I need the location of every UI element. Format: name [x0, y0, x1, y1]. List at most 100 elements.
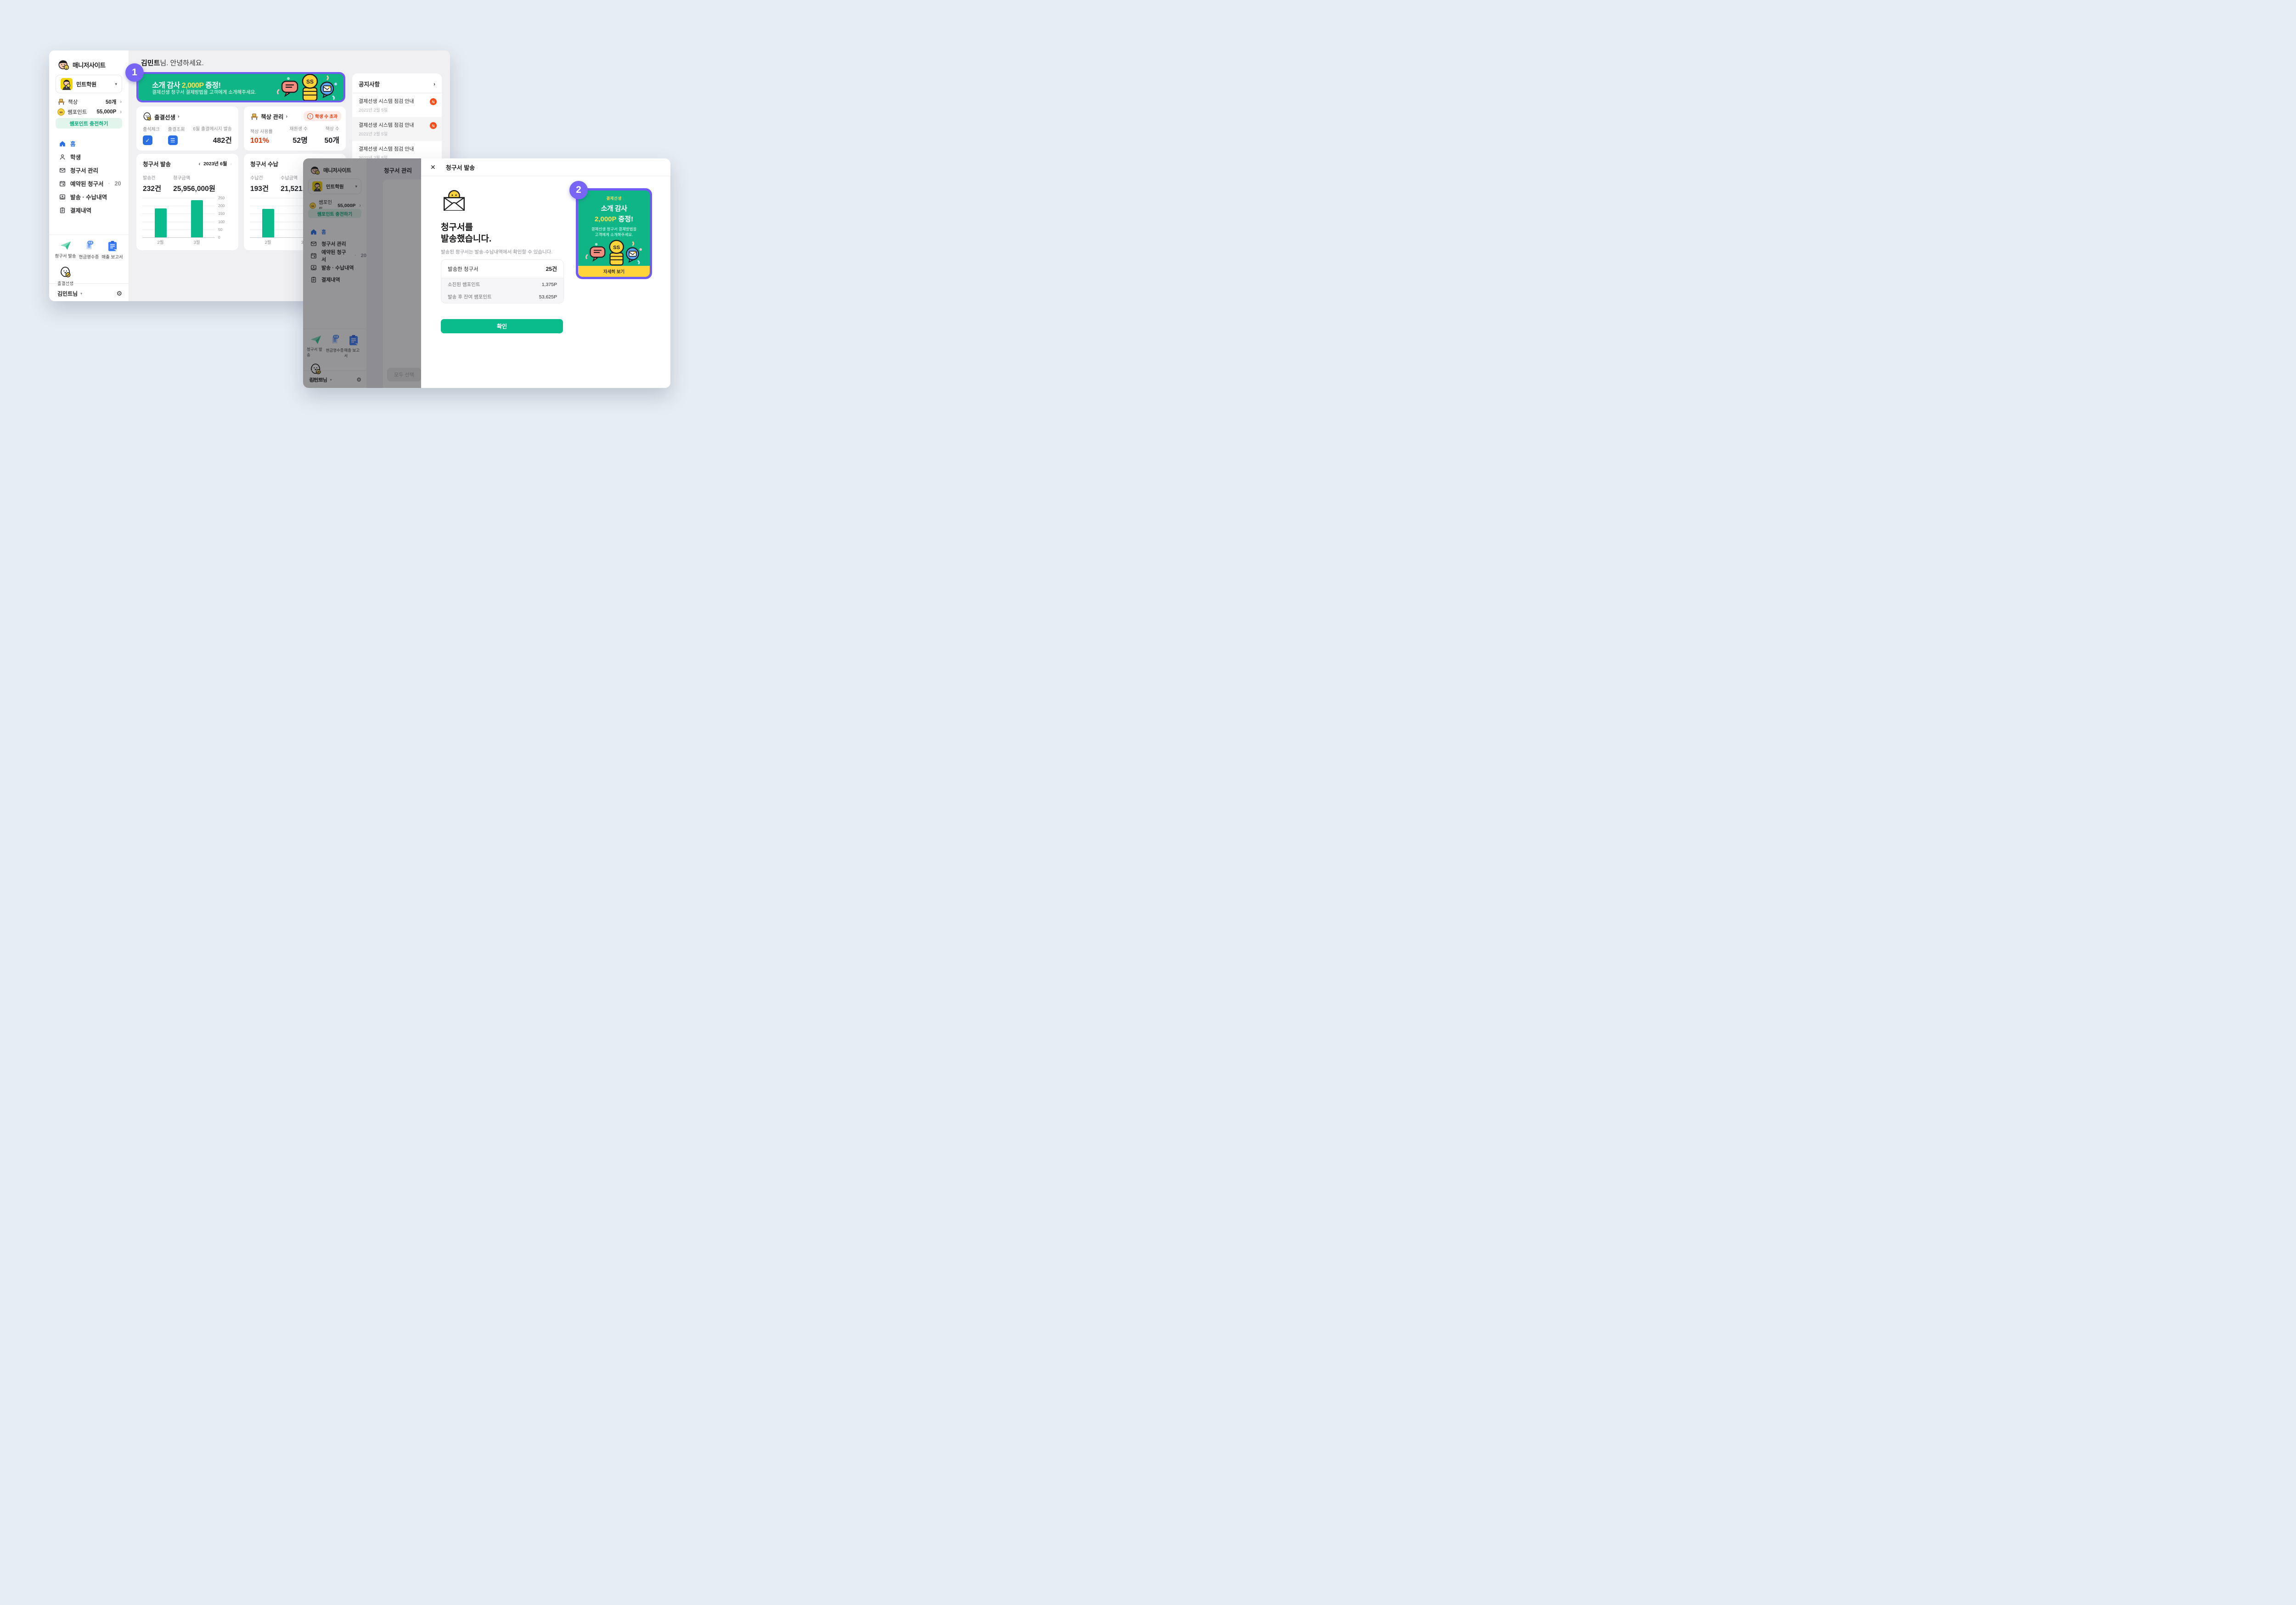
sidebar-item-count: 20	[360, 253, 366, 258]
sidebar-item-scheduled-invoices[interactable]: 예약된 청구서 · 20	[49, 177, 129, 190]
sidebar-item-scheduled-invoices[interactable]: 예약된 청구서 · 20	[303, 250, 366, 263]
bar-2월	[262, 209, 274, 237]
summary-label: 발송 후 잔여 쌤포인트	[448, 294, 492, 300]
sidebar-item-invoice-management[interactable]: 청구서 관리	[303, 238, 366, 250]
stat-value: 55,000P	[96, 109, 117, 115]
academy-select[interactable]: 민트학원 ▾	[308, 179, 361, 194]
referral-banner[interactable]: 소개 감사 2,000P 증정! 결제선생 청구서 결제방법을 고객에게 소개해…	[125, 63, 345, 102]
academy-avatar	[312, 181, 322, 191]
mail-icon	[310, 241, 317, 247]
sidebar-item-label: 학생	[70, 154, 81, 161]
academy-select[interactable]: 민트학원 ▾	[56, 75, 122, 93]
notice-header[interactable]: 공지사항 ›	[359, 80, 435, 88]
attendance-lookup-col[interactable]: 출결조회 ☰	[168, 125, 185, 145]
shortcut-sales-report[interactable]: 매출 보고서	[344, 335, 363, 359]
send-invoice-icon	[60, 241, 71, 251]
period-selector: ‹ 2023년 6월 ›	[199, 160, 232, 167]
sidebar-item-payment-history[interactable]: 결제내역	[49, 203, 129, 217]
tray-icon	[59, 194, 66, 200]
x-tick-label: 2월	[157, 240, 164, 245]
svg-text:무료: 무료	[334, 335, 338, 338]
shortcut-cash-receipt[interactable]: ₩ 무료 현금영수증	[77, 241, 101, 260]
shortcut-cash-receipt[interactable]: ₩ 무료 현금영수증	[326, 335, 344, 359]
prev-month-button[interactable]: ‹	[198, 161, 201, 167]
shortcut-send-invoice[interactable]: 청구서 발송	[54, 241, 77, 260]
shortcut-label: 매출 보고서	[101, 255, 123, 260]
academy-name: 민트학원	[76, 81, 97, 88]
next-month-button[interactable]: ›	[230, 161, 232, 167]
promo-headline-1: 소개 감사	[601, 205, 627, 213]
dashboard-window: 매니저사이트 민트학원 ▾ 책상 50개 › ss 쌤포인트 55,000P ›…	[49, 51, 450, 301]
page-title: 청구서 관리	[384, 168, 412, 174]
invoice-list-panel	[383, 180, 421, 388]
chevron-right-icon: ›	[286, 113, 288, 119]
sidebar-item-students[interactable]: 학생	[49, 150, 129, 163]
shortcut-send-invoice[interactable]: 청구서 발송	[307, 335, 326, 359]
settings-gear-icon[interactable]: ⚙	[356, 376, 361, 383]
sidebar-item-send-receive-history[interactable]: 발송 · 수납내역	[49, 190, 129, 203]
notice-item-0[interactable]: 결제선생 시스템 점검 안내 2021년 2월 5일 N	[352, 93, 442, 117]
sidebar-stat-points[interactable]: ss 쌤포인트 55,000P ›	[310, 199, 361, 213]
invoice-send-chart: 0 50 100 150 200 250 2월 3월	[142, 196, 225, 245]
close-icon[interactable]: ✕	[430, 163, 436, 171]
shortcut-attendance-teacher[interactable]: 출결선생	[307, 363, 326, 382]
sidebar-item-invoice-management[interactable]: 청구서 관리	[49, 163, 129, 177]
sidebar-item-home[interactable]: 홈	[49, 137, 129, 150]
alert-icon: !	[307, 113, 314, 119]
period-label: 2023년 6월	[203, 161, 227, 167]
x-tick-label: 2월	[264, 240, 271, 245]
sidebar-item-label: 홈	[321, 230, 326, 235]
sidebar-dimmed: 매니저사이트 민트학원 ▾ ss 쌤포인트 55,000P › 쌤포인트 충전하…	[303, 158, 367, 388]
settings-gear-icon[interactable]: ⚙	[116, 289, 122, 297]
sidebar-item-send-receive-history[interactable]: 발송 · 수납내역	[303, 262, 366, 274]
annotation-badge-2: 2	[569, 181, 588, 199]
promo-illustration: SS	[585, 240, 642, 266]
summary-row-2: 발송 후 잔여 쌤포인트 53,625P	[441, 291, 563, 303]
shortcut-attendance-teacher[interactable]: 출결선생	[54, 266, 77, 286]
chevron-right-icon: ›	[178, 114, 180, 119]
new-badge: N	[430, 98, 437, 105]
user-name[interactable]: 김민트님	[57, 290, 78, 297]
promo-desc: 결제선생 청구서 결제방법을 고객에게 소개해주세요.	[591, 227, 637, 237]
charge-points-button[interactable]: 쌤포인트 충전하기	[308, 209, 361, 218]
desk-card-header[interactable]: 책상 관리 ›	[250, 112, 339, 121]
attendance-teacher-icon	[310, 363, 322, 375]
envelope-smile-icon	[443, 190, 465, 211]
summary-value: 53,625P	[539, 294, 557, 300]
gridline	[142, 213, 215, 214]
person-icon	[59, 154, 66, 160]
sidebar-stat-desks[interactable]: 책상 50개 ›	[57, 98, 122, 106]
home-icon	[59, 140, 66, 147]
sidebar-item-label: 청구서 관리	[321, 241, 346, 247]
send-count-stat: 발송건 232건	[143, 176, 162, 193]
notice-item-2[interactable]: 결제선생 시스템 점검 안내 2021년 2월 5일	[352, 141, 442, 165]
svg-text:₩: ₩	[334, 337, 336, 340]
x-tick-label: 3월	[193, 240, 200, 245]
app-logo-text: 매니저사이트	[73, 62, 106, 69]
sidebar-item-payment-history[interactable]: 결제내역	[303, 274, 366, 286]
desk-stat-1: 재원생 수 52명	[289, 127, 308, 145]
attendance-check-col[interactable]: 출석체크 ✓	[143, 125, 160, 145]
user-name[interactable]: 김민트님	[310, 377, 327, 383]
promo-cta-button[interactable]: 자세히 보기	[578, 266, 650, 277]
shortcut-sales-report[interactable]: 매출 보고서	[101, 241, 124, 260]
sidebar-item-count: 20	[114, 180, 121, 187]
academy-name: 민트학원	[326, 184, 344, 190]
sidebar-stat-points[interactable]: ss 쌤포인트 55,000P ›	[57, 108, 122, 116]
check-clipboard-icon: ✓	[143, 135, 152, 145]
select-all-button[interactable]: 모두 선택	[387, 368, 421, 382]
summary-value: 25건	[546, 266, 557, 272]
bar-2월	[154, 208, 167, 237]
y-tick-label: 250	[218, 196, 225, 200]
app-logo[interactable]: 매니저사이트	[310, 165, 351, 175]
attendance-card-header[interactable]: 출결선생 ›	[143, 112, 232, 121]
app-logo[interactable]: 매니저사이트	[57, 59, 106, 71]
home-icon	[310, 229, 317, 235]
notice-item-1[interactable]: 결제선생 시스템 점검 안내 2021년 2월 5일 N	[352, 117, 442, 141]
confirm-button[interactable]: 확인	[441, 319, 563, 333]
clipboard-icon	[59, 207, 66, 213]
shortcut-label: 출결선생	[309, 377, 323, 382]
charge-points-button[interactable]: 쌤포인트 충전하기	[56, 118, 122, 129]
sidebar-item-home[interactable]: 홈	[303, 226, 366, 238]
